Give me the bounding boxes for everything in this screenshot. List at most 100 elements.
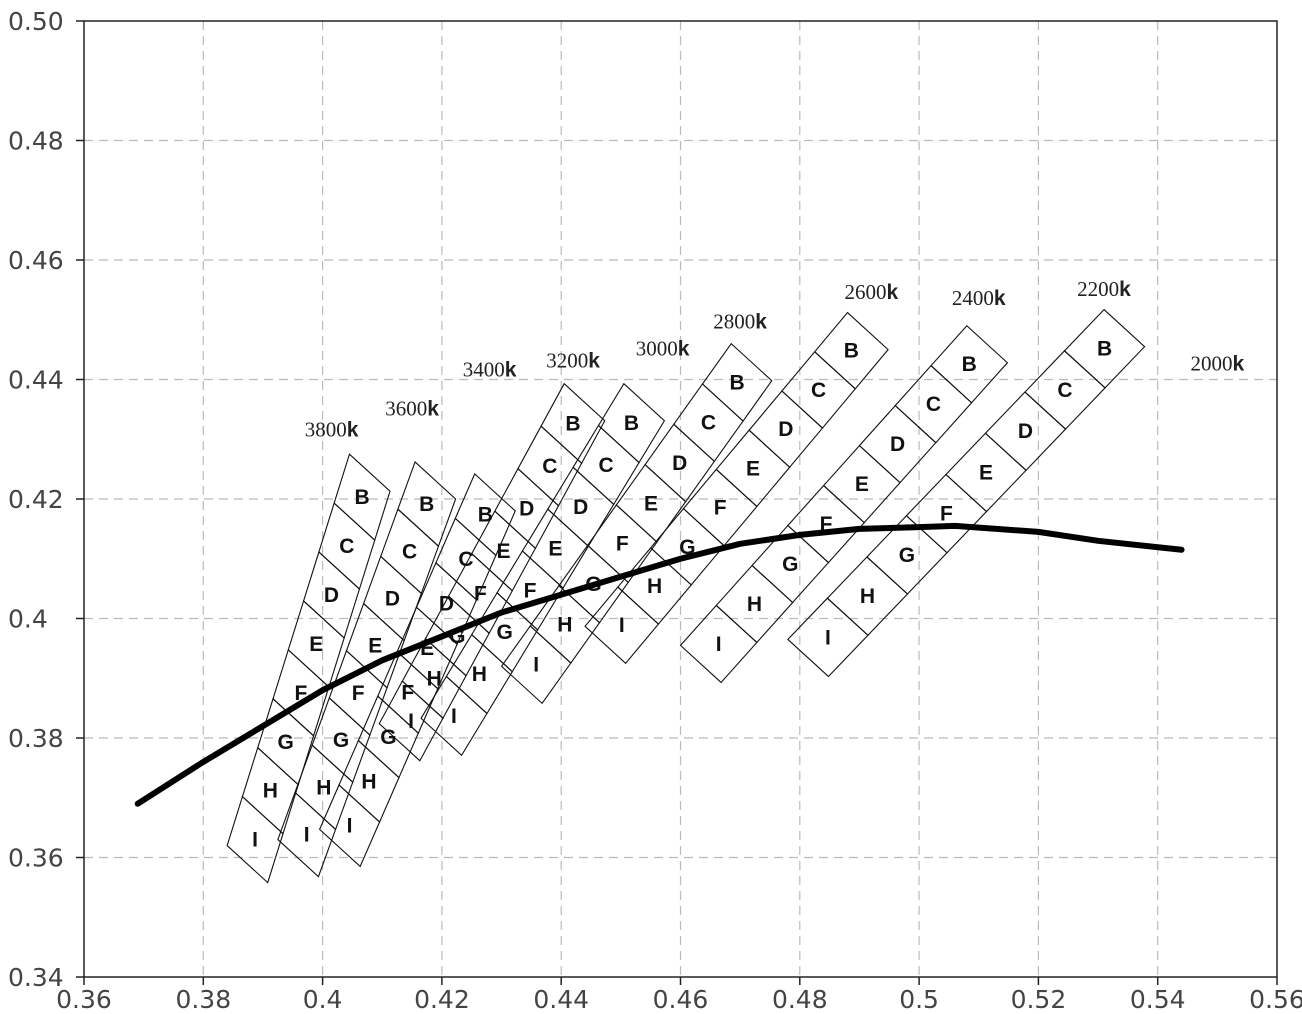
bin-label: I — [408, 710, 414, 733]
bin-label: I — [451, 705, 457, 728]
bin-label: E — [309, 633, 323, 656]
bin-label: C — [1057, 379, 1072, 402]
bin-label: H — [557, 613, 572, 636]
bin-cell — [584, 586, 660, 665]
bin-label: B — [1097, 338, 1112, 361]
cct-label: 3400k — [463, 358, 517, 382]
bin-label: D — [439, 593, 454, 616]
bin-cell — [420, 675, 488, 757]
bin-label: C — [599, 454, 614, 477]
plot-frame — [76, 20, 1278, 985]
bin-label: D — [324, 584, 339, 607]
cct-label: 3800k — [305, 417, 359, 441]
bin-label: D — [890, 433, 905, 456]
bin-cell — [226, 795, 284, 884]
bin-label: E — [746, 457, 760, 480]
bin-label: B — [730, 371, 745, 394]
bin-cell — [378, 680, 444, 762]
x-tick-label: 0.38 — [175, 985, 231, 1014]
bin-cell — [277, 791, 337, 878]
bin-cell — [787, 597, 869, 678]
bin-label: F — [714, 497, 727, 520]
bin-label: H — [316, 776, 331, 799]
bin-label: E — [497, 540, 511, 563]
x-tick-label: 0.48 — [772, 985, 828, 1014]
y-tick-label: 0.48 — [8, 127, 64, 156]
bin-label: G — [333, 729, 349, 752]
x-tick-label: 0.5 — [899, 985, 939, 1014]
cct-label: 2600k — [845, 280, 899, 304]
tick-labels: 0.36 0.38 0.4 0.42 0.44 0.46 0.48 0.5 0.52 0.54 0.… — [8, 7, 1302, 1014]
y-tick-label: 0.44 — [8, 366, 64, 395]
bin-label: E — [548, 538, 562, 561]
bin-label: B — [844, 340, 859, 363]
x-tick-label: 0.36 — [56, 985, 112, 1014]
bin-label: E — [644, 492, 658, 515]
bin-label: G — [380, 726, 396, 749]
x-tick-label: 0.52 — [1011, 985, 1067, 1014]
bin-label: I — [252, 829, 258, 852]
y-tick-label: 0.38 — [8, 724, 64, 753]
bin-label: B — [962, 353, 977, 376]
bin-label: D — [519, 497, 534, 520]
x-tick-label: 0.56 — [1249, 985, 1302, 1014]
bin-label: F — [616, 533, 629, 556]
bin-label: E — [368, 635, 382, 658]
cct-label: 2400k — [952, 286, 1006, 310]
x-tick-label: 0.42 — [414, 985, 470, 1014]
grid-lines — [84, 21, 1277, 977]
bin-label: F — [940, 503, 953, 526]
bin-label: I — [825, 626, 831, 649]
x-tick-label: 0.46 — [653, 985, 709, 1014]
bin-label: D — [385, 587, 400, 610]
bin-label: E — [855, 473, 869, 496]
cct-labels: 3800k 3600k 3400k 3200k 3000k 2800k 2600k 2400k… — [305, 277, 1245, 441]
bin-label: B — [624, 412, 639, 435]
y-tick-label: 0.4 — [8, 605, 48, 634]
bin-label: G — [782, 553, 798, 576]
y-tick-label: 0.46 — [8, 246, 64, 275]
bin-label: H — [747, 593, 762, 616]
bin-label: C — [926, 393, 941, 416]
bin-label: B — [565, 412, 580, 435]
y-tick-label: 0.34 — [8, 963, 64, 992]
color-bins: BCDEFGHIBCDEFGHIBCDEFGHIBCDEFGHIBCDEFGHI… — [226, 308, 1146, 884]
bin-label: E — [979, 461, 993, 484]
bin-label: C — [402, 540, 417, 563]
bin-label: F — [401, 681, 414, 704]
bin-label: F — [524, 579, 537, 602]
bin-label: B — [354, 486, 369, 509]
bin-label: G — [899, 544, 915, 567]
bin-label: H — [860, 585, 875, 608]
bin-label: F — [352, 682, 365, 705]
cct-label: 2200k — [1077, 277, 1131, 301]
bin-label: I — [533, 654, 539, 677]
bin-label: G — [497, 621, 513, 644]
bin-label: D — [573, 496, 588, 519]
locus-line — [134, 522, 1185, 807]
bin-label: C — [339, 535, 354, 558]
y-tick-label: 0.50 — [8, 7, 64, 36]
cct-label: 3200k — [546, 349, 600, 373]
bin-label: C — [811, 379, 826, 402]
bin-label: H — [427, 667, 442, 690]
bin-label: I — [619, 614, 625, 637]
bin-label: C — [458, 548, 473, 571]
bin-label: H — [647, 575, 662, 598]
bin-label: H — [361, 770, 376, 793]
x-tick-label: 0.54 — [1130, 985, 1186, 1014]
bin-label: H — [472, 663, 487, 686]
bin-label: I — [716, 633, 722, 656]
cct-label: 2000k — [1191, 352, 1245, 376]
bin-label: I — [347, 815, 353, 838]
cct-label: 3000k — [636, 337, 690, 361]
